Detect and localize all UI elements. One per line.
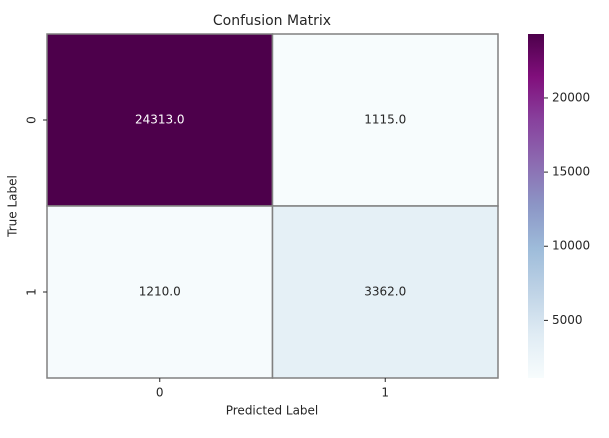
heatmap-cell — [46, 205, 274, 379]
chart-title: Confusion Matrix — [213, 13, 331, 29]
cell-label: 3362.0 — [364, 285, 406, 299]
cell-label: 1210.0 — [139, 285, 181, 299]
colorbar-tick-label: 20000 — [552, 90, 590, 104]
colorbar-tick-label: 10000 — [552, 239, 590, 253]
x-axis-label: Predicted Label — [226, 404, 319, 418]
x-tick-label: 0 — [156, 386, 164, 400]
colorbar-tick-label: 15000 — [552, 165, 590, 179]
heatmap-cell — [271, 33, 499, 207]
cell-label: 1115.0 — [364, 113, 406, 127]
colorbar-tick-label: 5000 — [552, 313, 583, 327]
plot-border — [46, 33, 499, 379]
heatmap-cell — [46, 33, 274, 207]
y-tick-label: 0 — [25, 116, 39, 124]
y-axis-label: True Label — [6, 175, 20, 238]
colorbar — [528, 34, 544, 378]
cell-label: 24313.0 — [135, 113, 185, 127]
heatmap-cell — [271, 205, 499, 379]
x-tick-label: 1 — [381, 386, 389, 400]
y-tick-label: 1 — [25, 288, 39, 296]
